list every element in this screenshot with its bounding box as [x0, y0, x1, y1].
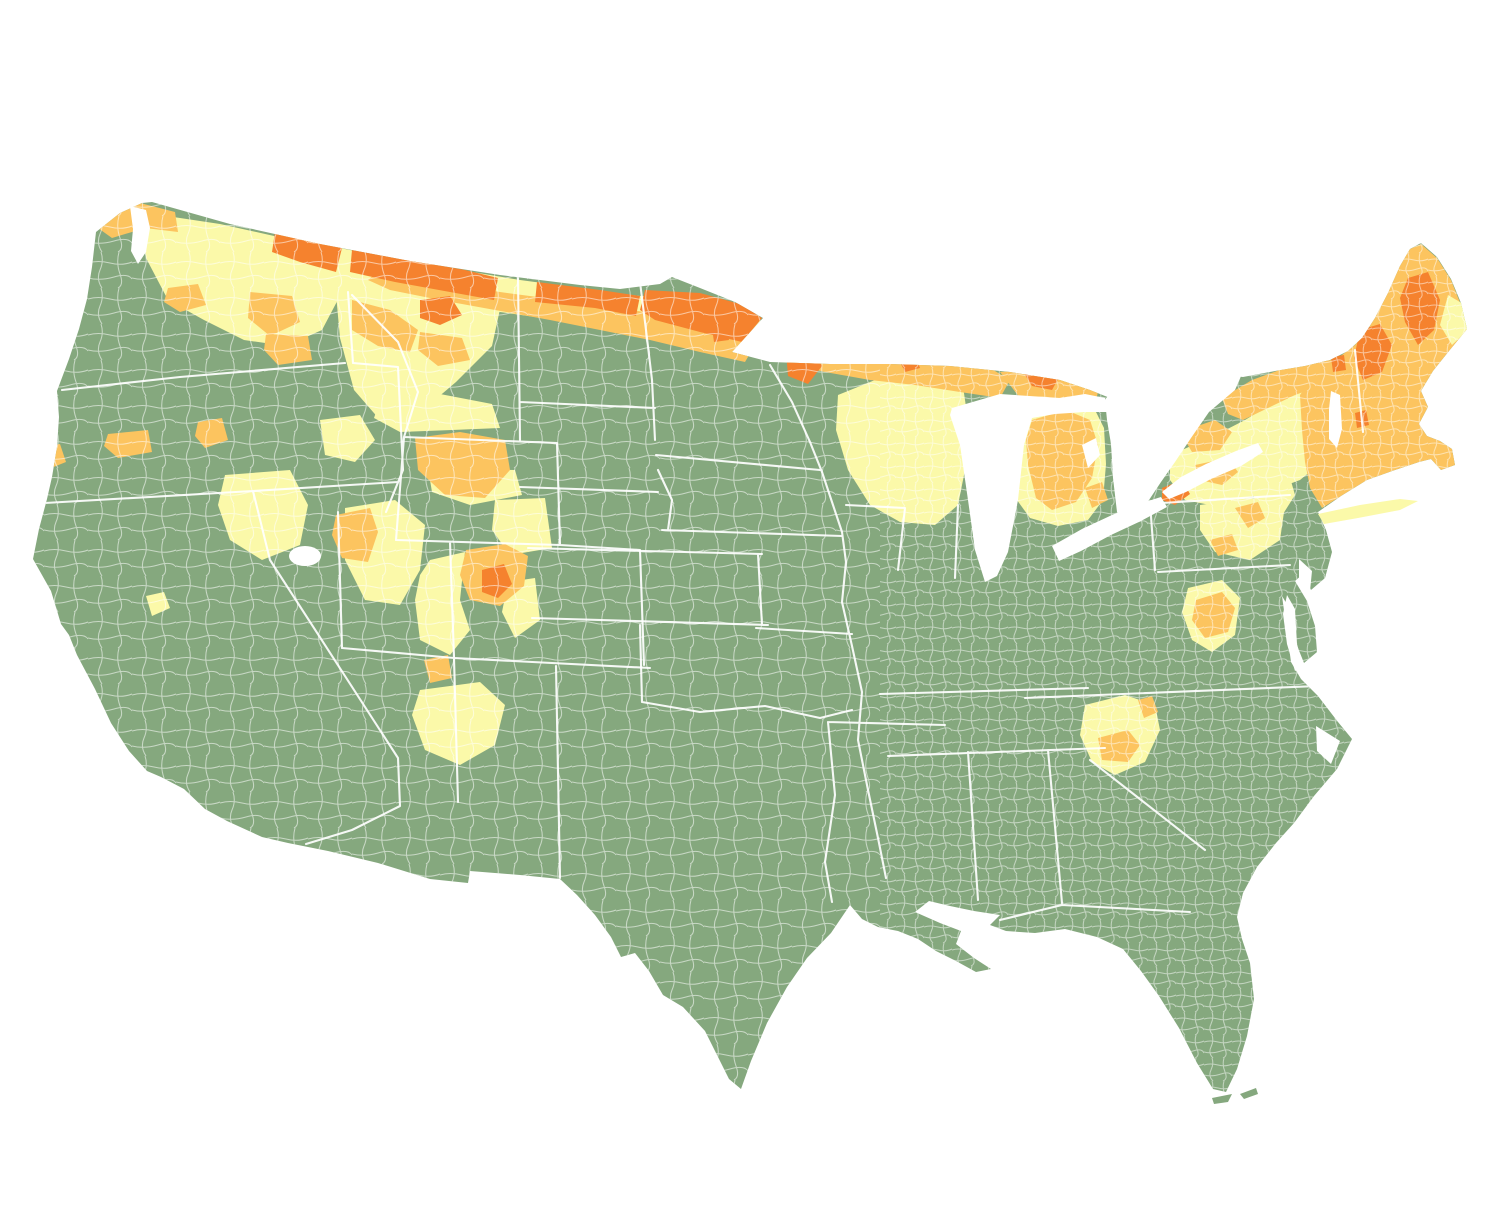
state-border-lines-west: [43, 290, 652, 880]
state-border-lines-plains: [516, 275, 947, 904]
long-island: [1318, 499, 1418, 524]
florida-keys-1: [1212, 1094, 1232, 1104]
lake-champlain: [1329, 391, 1342, 448]
puget-sound: [130, 206, 150, 264]
county-grid-west: [33, 202, 880, 1092]
lake-erie: [1052, 497, 1167, 561]
lake-michigan: [950, 394, 1108, 582]
islands: [1212, 499, 1418, 1104]
pamlico-sound: [1316, 726, 1340, 764]
chesapeake-bay: [1283, 595, 1303, 671]
florida-keys-2: [1240, 1088, 1258, 1099]
water-overlays: [130, 206, 1342, 764]
county-grid-east: [880, 202, 1467, 1092]
great-salt-lake: [289, 546, 321, 566]
state-border-lines-east: [844, 348, 1365, 922]
lake-ontario: [1162, 443, 1263, 499]
county-borders: [33, 202, 1467, 1092]
lake-huron: [1105, 357, 1247, 526]
state-borders: [43, 275, 1365, 922]
saginaw-bay: [1082, 438, 1100, 468]
delaware-bay: [1299, 559, 1312, 591]
